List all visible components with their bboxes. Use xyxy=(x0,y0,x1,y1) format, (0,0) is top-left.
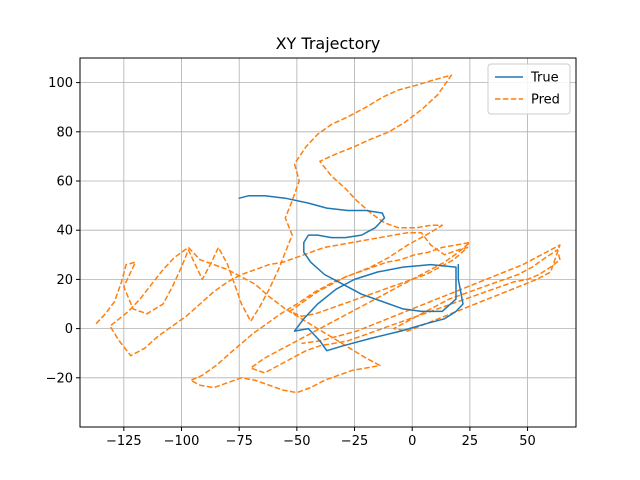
chart-title: XY Trajectory xyxy=(276,34,381,53)
grid-lines xyxy=(80,58,576,427)
y-tick-label: 80 xyxy=(56,125,73,140)
x-tick-label: −125 xyxy=(106,434,142,449)
y-tick-label: 0 xyxy=(65,322,73,337)
y-tick-label: 60 xyxy=(56,175,73,190)
legend-label-pred: Pred xyxy=(531,93,560,108)
y-tick-label: 100 xyxy=(48,76,73,91)
y-tick-label: 20 xyxy=(56,273,73,288)
axis-ticks: −125 −100 −75 −50 −25 0 25 50 −20 0 20 40 60 80 100 xyxy=(46,76,536,449)
legend-label-true: True xyxy=(530,71,559,86)
x-tick-label: −25 xyxy=(341,434,368,449)
x-tick-label: 50 xyxy=(519,434,536,449)
x-tick-label: −100 xyxy=(164,434,200,449)
x-tick-label: −50 xyxy=(283,434,310,449)
x-tick-label: 0 xyxy=(408,434,416,449)
plot-area xyxy=(95,74,561,394)
series-line-pred xyxy=(95,74,561,394)
y-tick-label: −20 xyxy=(46,371,73,386)
x-tick-label: −75 xyxy=(225,434,252,449)
legend: True Pred xyxy=(487,63,571,115)
series-line-true xyxy=(238,195,464,352)
y-tick-label: 40 xyxy=(56,224,73,239)
axes-frame xyxy=(79,57,577,428)
x-tick-label: 25 xyxy=(462,434,479,449)
